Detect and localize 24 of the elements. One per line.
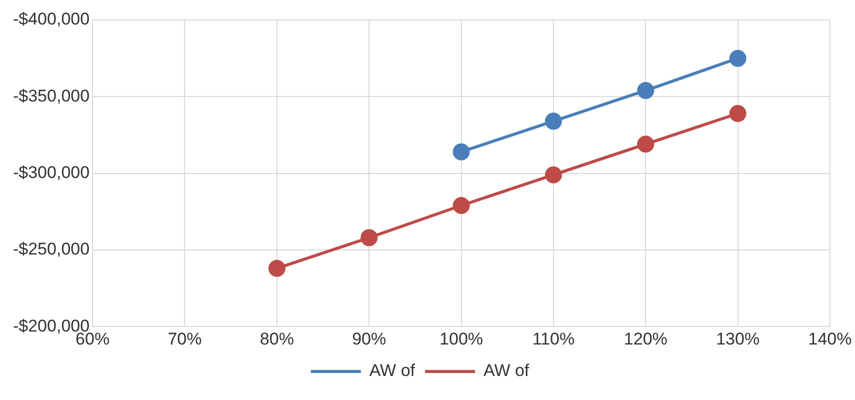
point bbox=[360, 229, 378, 246]
point bbox=[544, 112, 562, 130]
point bbox=[452, 143, 470, 160]
point bbox=[729, 105, 746, 122]
x-tick-label: 70% bbox=[168, 329, 202, 348]
point bbox=[544, 166, 562, 184]
point bbox=[452, 196, 470, 214]
y-tick-label: -$250,000 bbox=[12, 240, 90, 259]
y-tick-label: -$350,000 bbox=[12, 86, 90, 106]
x-tick-label: 80% bbox=[260, 329, 294, 348]
y-tick-label: -$300,000 bbox=[12, 162, 90, 182]
x-tick-label: 100% bbox=[440, 329, 484, 348]
point bbox=[268, 260, 286, 277]
legend-label: AW of bbox=[369, 361, 416, 380]
x-tick-label: 110% bbox=[532, 329, 575, 348]
legend-label: AW of bbox=[484, 361, 530, 380]
y-tick-label: -$400,000 bbox=[12, 10, 90, 29]
x-tick-label: 120% bbox=[624, 329, 668, 348]
x-tick-label: 90% bbox=[352, 329, 386, 348]
x-tick-label: 130% bbox=[716, 329, 760, 348]
x-tick-label: 140% bbox=[808, 329, 852, 348]
point bbox=[637, 136, 654, 153]
point bbox=[729, 50, 746, 67]
point bbox=[637, 82, 654, 100]
